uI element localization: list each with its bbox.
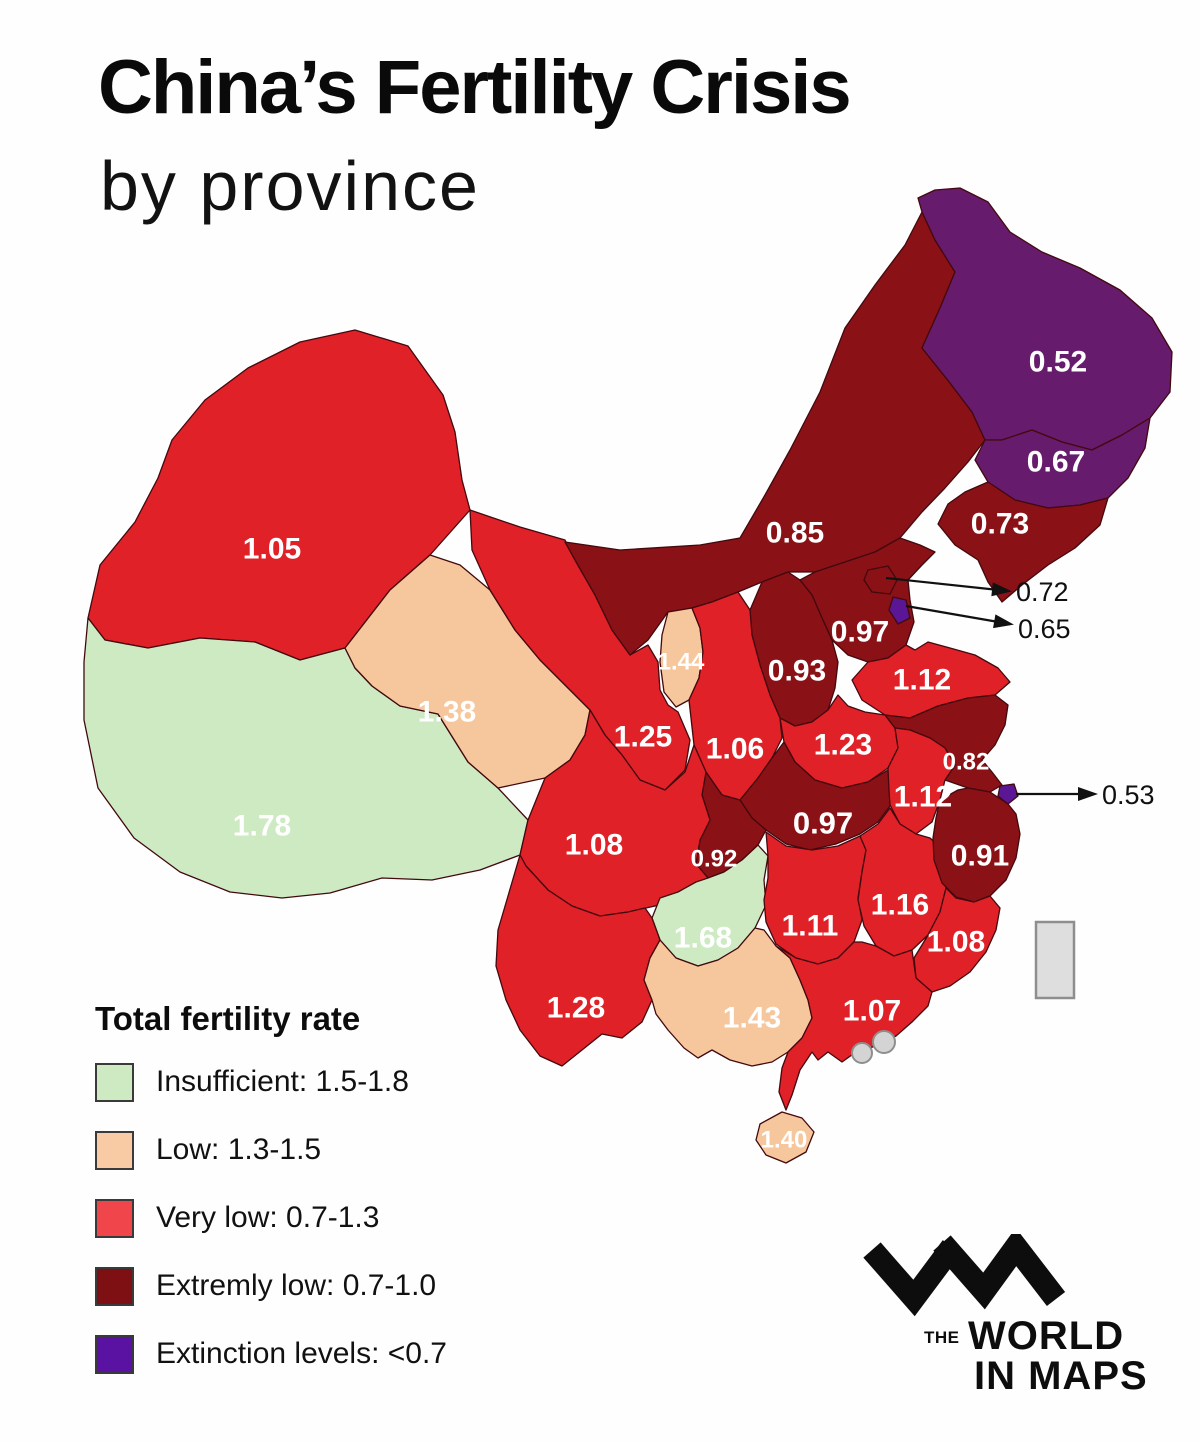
legend-label-4: Extinction levels: <0.7 (156, 1337, 447, 1370)
province-value-anhui: 1.12 (894, 781, 952, 814)
legend-swatch-4 (95, 1334, 134, 1374)
province-value-hubei: 0.97 (793, 806, 853, 841)
legend-item-2: Very low: 0.7-1.3 (95, 1198, 575, 1238)
legend-swatch-2 (95, 1198, 134, 1238)
province-value-hunan: 1.11 (782, 910, 839, 943)
province-value-xinjiang: 1.05 (243, 533, 301, 566)
legend-label-3: Extremly low: 0.7-1.0 (156, 1269, 437, 1302)
legend-item-3: Extremly low: 0.7-1.0 (95, 1266, 575, 1306)
province-value-hebei: 0.97 (831, 616, 889, 649)
province-value-sichuan: 1.08 (565, 829, 623, 862)
callout-arrowhead-icon-beijing (991, 582, 1012, 597)
callout-arrow-beijing (885, 576, 1009, 593)
legend-swatch-0 (95, 1062, 134, 1102)
legend-items: Insufficient: 1.5-1.8 Low: 1.3-1.5 Very lo… (95, 1062, 575, 1374)
legend-label-1: Low: 1.3-1.5 (156, 1133, 322, 1166)
world-in-maps-logo: THE WORLD IN MAPS (856, 1228, 1156, 1408)
province-beijing (863, 565, 898, 595)
province-guangdong (775, 941, 933, 1111)
province-liaoning (937, 481, 1109, 603)
province-value-henan: 1.23 (814, 729, 872, 762)
province-tianjin (888, 596, 911, 625)
legend-swatch-3 (95, 1266, 134, 1306)
province-value-shaanxi: 1.06 (706, 733, 764, 766)
taiwan-placeholder-box (1034, 920, 1076, 1000)
callout-arrowhead-icon-tianjin (993, 614, 1014, 629)
province-value-fujian: 1.08 (927, 926, 985, 959)
logo-text-world: WORLD (968, 1314, 1125, 1358)
province-value-liaoning: 0.73 (971, 508, 1029, 541)
logo-text-the: THE (924, 1328, 960, 1347)
province-value-inner-mongolia: 0.85 (766, 517, 824, 550)
province-zhejiang (932, 787, 1021, 903)
legend-item-1: Low: 1.3-1.5 (95, 1130, 575, 1170)
province-value-yunnan: 1.28 (547, 992, 605, 1025)
province-value-ningxia: 1.44 (658, 649, 705, 676)
callout-value-beijing: 0.72 (1016, 577, 1069, 607)
world-in-maps-logo-icon (863, 1234, 1066, 1317)
province-hainan (755, 1111, 815, 1164)
province-hunan (763, 831, 867, 965)
province-value-qinghai: 1.38 (418, 696, 476, 729)
legend-item-4: Extinction levels: <0.7 (95, 1334, 575, 1374)
legend-label-0: Insufficient: 1.5-1.8 (156, 1065, 409, 1098)
province-value-heilongjiang: 0.52 (1029, 346, 1087, 379)
province-hubei (739, 741, 891, 851)
province-shandong (851, 641, 1011, 719)
province-value-jilin: 0.67 (1027, 446, 1085, 479)
province-value-zhejiang: 0.91 (951, 840, 1009, 873)
province-value-guizhou: 1.68 (674, 922, 732, 955)
province-value-hainan: 1.40 (761, 1127, 808, 1154)
province-value-gansu: 1.25 (614, 721, 672, 754)
province-value-tibet: 1.78 (233, 810, 291, 843)
province-value-shanxi: 0.93 (768, 655, 826, 688)
legend: Total fertility rate Insufficient: 1.5-1… (95, 1000, 575, 1402)
province-value-shandong: 1.12 (893, 664, 951, 697)
province-value-chongqing: 0.92 (691, 846, 738, 873)
callout-value-tianjin: 0.65 (1018, 614, 1071, 644)
province-yunnan (495, 854, 661, 1067)
coastal-dot-0 (872, 1030, 896, 1054)
page-title: China’s Fertility Crisis (98, 45, 852, 130)
page-subtitle: by province (100, 147, 480, 225)
province-value-jiangsu: 0.82 (943, 749, 990, 776)
province-shanghai (997, 783, 1019, 805)
logo-text-in-maps: IN MAPS (974, 1354, 1148, 1398)
coastal-dot-1 (851, 1042, 873, 1064)
callout-arrowhead-icon-shanghai (1078, 787, 1098, 801)
legend-item-0: Insufficient: 1.5-1.8 (95, 1062, 575, 1102)
province-value-guangdong: 1.07 (843, 995, 901, 1028)
callout-arrow-tianjin (905, 604, 1011, 626)
callout-value-shanghai: 0.53 (1102, 780, 1155, 810)
legend-title: Total fertility rate (95, 1000, 361, 1037)
legend-swatch-1 (95, 1130, 134, 1170)
legend-label-2: Very low: 0.7-1.3 (156, 1201, 380, 1234)
province-value-jiangxi: 1.16 (871, 889, 929, 922)
province-value-guangxi: 1.43 (723, 1002, 781, 1035)
